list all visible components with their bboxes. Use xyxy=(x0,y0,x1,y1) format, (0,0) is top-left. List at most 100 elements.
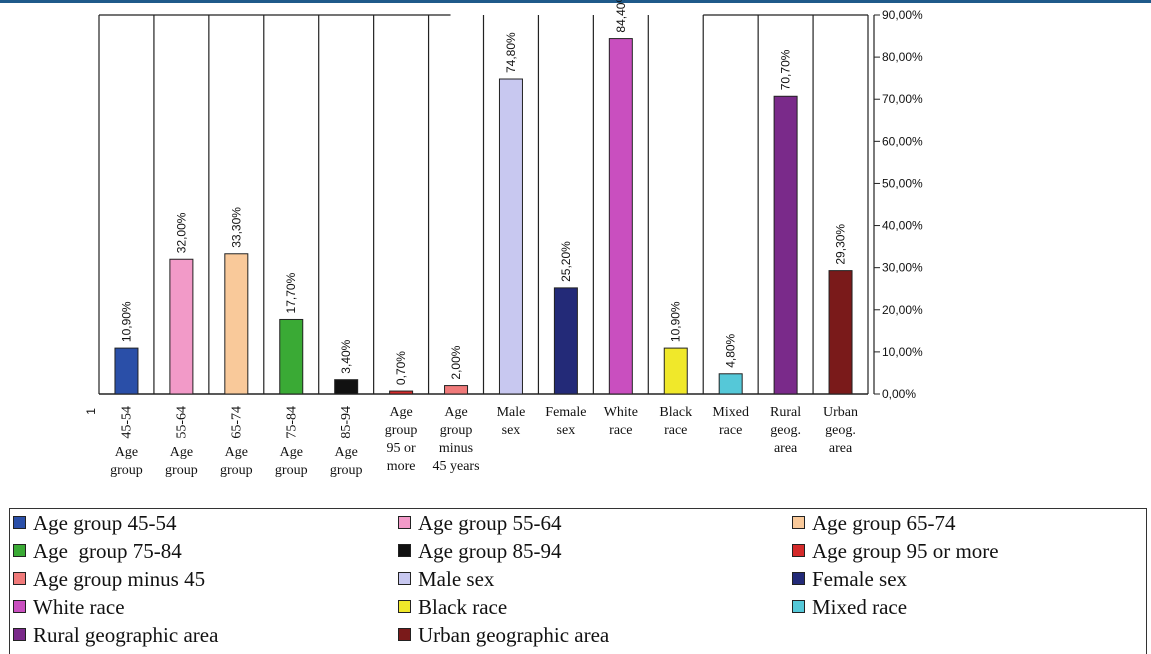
legend-swatch xyxy=(13,544,26,557)
legend-label: Black race xyxy=(418,595,508,619)
category-label: more xyxy=(387,459,416,474)
legend-item: Rural geographic area xyxy=(13,623,218,647)
category-label: race xyxy=(719,423,742,438)
bar-value-label: 29,30% xyxy=(834,224,848,265)
bar-value-label: 70,70% xyxy=(779,49,793,90)
legend-item: Age group 65-74 xyxy=(792,511,955,535)
category-label: group xyxy=(330,463,363,478)
bar xyxy=(224,253,249,395)
bar xyxy=(828,270,853,395)
category-label: White xyxy=(604,405,638,420)
legend-swatch xyxy=(13,600,26,613)
bar-value-label: 25,20% xyxy=(559,241,573,282)
category-label: group xyxy=(440,423,473,438)
category-label: Age xyxy=(444,405,467,420)
legend-label: Age group minus 45 xyxy=(33,567,206,591)
bar xyxy=(773,95,798,395)
category-label: Rural xyxy=(770,405,801,420)
bar xyxy=(389,390,414,395)
legend-swatch xyxy=(792,572,805,585)
y-tick-label: 50,00% xyxy=(882,176,923,190)
category-label: group xyxy=(165,463,198,478)
legend-label: Age group 65-74 xyxy=(812,511,956,535)
legend-label: Female sex xyxy=(812,567,908,591)
category-label: minus xyxy=(439,441,473,456)
category-label: Age xyxy=(225,445,248,460)
category-label: race xyxy=(664,423,687,438)
category-label: 65-74 xyxy=(229,406,244,439)
category-label: Male xyxy=(497,405,526,420)
category-label: 55-64 xyxy=(174,406,189,439)
bar xyxy=(553,287,578,395)
y-tick-label: 20,00% xyxy=(882,303,923,317)
legend-item: Urban geographic area xyxy=(398,623,609,647)
legend-item: Age group 45-54 xyxy=(13,511,176,535)
category-label: 45-54 xyxy=(119,406,134,439)
y-tick-label: 30,00% xyxy=(882,261,923,275)
category-label: area xyxy=(829,441,853,456)
legend-swatch xyxy=(13,516,26,529)
category-label: 95 or xyxy=(387,441,417,456)
legend-item: Male sex xyxy=(398,567,494,591)
x-axis-start-label: 1 xyxy=(84,408,98,415)
bar xyxy=(608,38,633,395)
bar-value-label: 84,40% xyxy=(614,0,628,33)
category-label: Age xyxy=(335,445,358,460)
y-tick-label: 0,00% xyxy=(882,387,916,401)
y-tick-label: 60,00% xyxy=(882,134,923,148)
bar xyxy=(114,347,139,395)
legend-swatch xyxy=(13,572,26,585)
category-label: group xyxy=(275,463,308,478)
bar-value-label: 0,70% xyxy=(394,351,408,385)
y-tick-label: 90,00% xyxy=(882,8,923,22)
bar xyxy=(279,318,304,395)
bar-value-label: 3,40% xyxy=(339,339,353,373)
legend-label: Mixed race xyxy=(812,595,908,619)
legend-item: Age group 85-94 xyxy=(398,539,561,563)
y-tick-label: 80,00% xyxy=(882,50,923,64)
y-tick-label: 10,00% xyxy=(882,345,923,359)
bar xyxy=(663,347,688,395)
legend-item: Age group minus 45 xyxy=(13,567,205,591)
category-label: Age xyxy=(280,445,303,460)
category-label: group xyxy=(220,463,253,478)
bar xyxy=(498,78,523,395)
category-label: 75-84 xyxy=(284,406,299,439)
legend-label: Age group 45-54 xyxy=(33,511,177,535)
category-label: geog. xyxy=(770,423,801,438)
legend-item: Age group 95 or more xyxy=(792,539,999,563)
bar-value-label: 4,80% xyxy=(724,333,738,367)
legend-swatch xyxy=(792,544,805,557)
category-label: group xyxy=(385,423,418,438)
legend-item: Age group 55-64 xyxy=(398,511,561,535)
category-label: Black xyxy=(659,405,692,420)
legend-swatch xyxy=(398,600,411,613)
category-label: sex xyxy=(557,423,576,438)
legend-label: Male sex xyxy=(418,567,495,591)
legend-label: Rural geographic area xyxy=(33,623,219,647)
legend-swatch xyxy=(792,600,805,613)
category-label: race xyxy=(609,423,632,438)
category-label: Urban xyxy=(823,405,858,420)
legend-item: Black race xyxy=(398,595,507,619)
bar xyxy=(444,385,469,395)
bar-value-label: 10,90% xyxy=(669,301,683,342)
legend-swatch xyxy=(398,628,411,641)
legend-item: Female sex xyxy=(792,567,907,591)
category-label: Age xyxy=(170,445,193,460)
top-border xyxy=(0,0,1151,3)
y-tick-label: 40,00% xyxy=(882,219,923,233)
category-label: 45 years xyxy=(433,459,480,474)
legend-label: Age group 75-84 xyxy=(33,539,182,563)
chart-legend: Age group 45-54 Age group 55-64 Age group … xyxy=(9,508,1147,654)
bar-value-label: 10,90% xyxy=(119,301,133,342)
legend-label: Urban geographic area xyxy=(418,623,610,647)
bar-value-label: 74,80% xyxy=(504,32,518,73)
bar-value-label: 17,70% xyxy=(284,272,298,313)
legend-swatch xyxy=(398,572,411,585)
bar-chart: 0,00% 10,00% 20,00% 30,00% 40,00% 50,00% 60,00… xyxy=(84,0,923,478)
category-label: group xyxy=(110,463,143,478)
category-label: Mixed xyxy=(712,405,749,420)
category-label: Age xyxy=(389,405,412,420)
bar-value-label: 32,00% xyxy=(174,212,188,253)
